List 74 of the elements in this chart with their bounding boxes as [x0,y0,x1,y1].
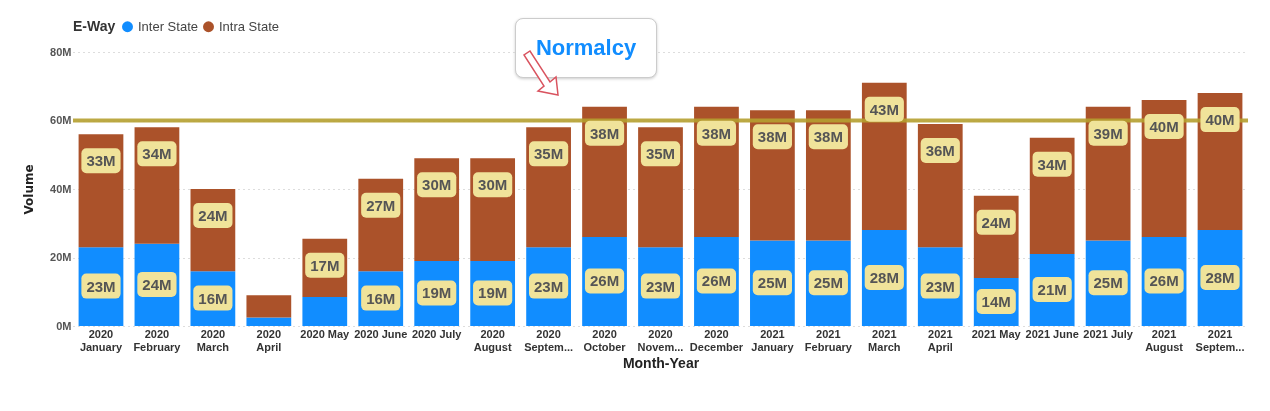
legend-label: Intra State [219,18,279,34]
x-tick-label: 2020 December [689,327,744,353]
data-label: 24M [142,275,172,293]
x-tick-label: 2021 February [804,327,853,353]
data-label: 25M [813,274,843,292]
x-tick-label: 2021 July [1083,327,1134,340]
legend-title: E-Way [73,18,116,34]
x-tick-label: 2020 Novem... [637,327,684,353]
x-tick-label: 2020 April [256,327,282,353]
data-label: 38M [757,128,787,146]
data-label: 16M [198,289,228,307]
data-label: 23M [645,277,676,295]
x-tick-label: 2020 Septem... [524,327,574,353]
x-tick-label: 2020 June [354,327,408,340]
data-label: 39M [1093,124,1123,142]
x-tick-label: 2020 August [473,327,512,353]
bar [246,295,292,318]
ref-line-label: Normalcy [515,18,658,78]
x-tick-label: 2020 February [133,327,182,353]
data-label: 23M [925,277,955,295]
x-axis-title: Month-Year [622,354,700,371]
data-label: 25M [757,274,787,292]
x-tick-label: 2020 July [411,327,463,340]
data-label: 43M [869,100,899,118]
data-label: 25M [1093,274,1123,292]
data-label: 34M [142,145,172,163]
data-label: 40M [1149,117,1179,135]
data-label: 38M [813,128,843,146]
data-label: 27M [366,196,396,214]
data-label: 21M [1037,281,1067,299]
data-label: 36M [925,141,955,159]
x-tick-label: 2020 May [300,327,351,340]
data-label: 23M [534,277,564,295]
data-label: 26M [1149,272,1179,290]
x-tick-label: 2021 March [868,327,901,353]
x-tick-label: 2020 January [79,327,123,353]
data-label: 38M [701,124,732,142]
x-tick-label: 2021 January [751,327,795,353]
data-label: 19M [478,284,508,302]
x-tick-label: 2021 May [971,327,1022,340]
data-label: 26M [701,272,732,290]
y-tick-label: 60M [50,114,72,126]
bar [246,317,292,326]
data-label: 24M [981,213,1011,231]
x-tick-label: 2021 August [1145,327,1184,353]
x-tick-label: 2020 October [583,327,627,353]
y-tick-label: 20M [50,251,72,263]
data-label: 16M [366,289,396,307]
data-label: 17M [310,256,340,274]
data-label: 23M [86,277,116,295]
bar [302,296,348,326]
data-label: 35M [645,145,676,163]
data-label: 30M [478,176,508,194]
data-label: 38M [589,124,620,142]
y-axis-title: Volume [22,164,37,215]
data-label: 33M [86,152,116,170]
y-tick-label: 80M [50,45,72,58]
x-tick-label: 2020 March [196,327,230,353]
y-tick-label: 40M [50,182,72,195]
data-label: 28M [1205,269,1235,287]
data-label: 26M [589,272,620,290]
data-label: 24M [198,207,228,224]
data-label: 30M [422,176,452,194]
x-tick-label: 2021 April [927,327,953,353]
x-tick-label: 2021 Septem... [1195,327,1245,353]
legend-label: Inter State [138,18,198,34]
y-tick-label: 0M [56,319,72,332]
x-tick-label: 2021 June [1025,327,1079,340]
data-label: 28M [869,269,899,287]
data-label: 34M [1037,155,1067,173]
data-label: 35M [534,145,564,163]
data-label: 40M [1205,111,1235,129]
data-label: 14M [981,293,1011,311]
data-label: 19M [422,284,452,302]
